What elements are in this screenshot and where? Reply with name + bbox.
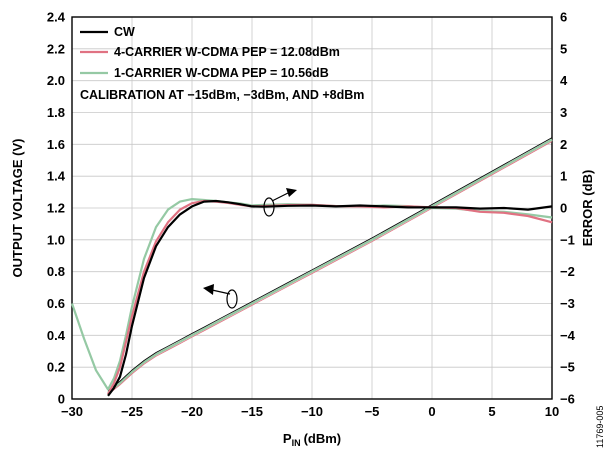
y2-tick-label: −5 [560,360,575,375]
y-tick-label: 1.4 [47,169,66,184]
series-line-1 [107,199,553,395]
y-tick-label: 2.4 [47,10,66,25]
x-tick-label: 0 [428,404,435,419]
plot-frame [71,16,553,400]
legend-label-4-carrier: 4-CARRIER W-CDMA PEP = 12.08dBm [114,45,340,59]
y2-tick-label: 0 [560,201,567,216]
right-axis-arrowhead-icon [286,188,297,197]
x-axis-label-main: P [283,431,292,446]
left-axis-arrowhead-icon [203,284,214,295]
x-tick-label: −30 [61,404,83,419]
y-tick-label: 0.6 [47,296,65,311]
x-tick-label: 5 [488,404,495,419]
legend: CW 4-CARRIER W-CDMA PEP = 12.08dBm 1-CAR… [80,25,364,102]
series-line-3-trace [107,141,553,395]
y-tick-label: 1.8 [47,105,65,120]
series-layer [70,137,553,397]
y2-tick-label: −2 [560,264,575,279]
left-axis-arrow-line [211,289,231,295]
axis-indicator-arrows [203,188,297,309]
y2-tick-label: 4 [560,73,568,88]
y2-tick-label: −6 [560,392,575,407]
x-axis-label: PIN (dBm) [283,431,341,448]
calibration-note: CALIBRATION AT −15dBm, −3dBm, AND +8dBm [80,88,364,102]
right-axis-indicator-icon [263,197,275,217]
y2-tick-label: 1 [560,169,567,184]
y-tick-label: 2.2 [47,41,65,56]
x-axis-label-subscript: IN [292,438,301,448]
series-line-3-trace [107,137,553,392]
y2-tick-label: 3 [560,105,567,120]
x-tick-label: −20 [181,404,203,419]
y2-tick-label: −4 [560,328,576,343]
series-line-0 [107,199,553,397]
y2-axis-label: ERROR (dB) [580,170,595,247]
y-tick-label: 1.6 [47,137,65,152]
legend-label-cw: CW [114,25,135,39]
y2-tick-label: 2 [560,137,567,152]
y-tick-label: 0.2 [47,360,65,375]
legend-label-1-carrier: 1-CARRIER W-CDMA PEP = 10.56dB [114,66,329,80]
y-tick-label: 1.2 [47,201,65,216]
x-tick-label: 10 [545,404,559,419]
x-tick-label: −5 [365,404,380,419]
y-tick-label: 0.4 [47,328,66,343]
right-axis-arrow-line [271,191,291,202]
y2-tick-label: −3 [560,296,575,311]
y-axis-label: OUTPUT VOLTAGE (V) [10,139,25,278]
y2-tick-label: 5 [560,41,567,56]
y2-tick-label: 6 [560,10,567,25]
x-tick-label: −15 [241,404,263,419]
y-tick-label: 0.8 [47,264,65,279]
figure-id: 11769-005 [595,406,605,448]
series-line-3 [107,138,553,394]
tick-labels: −30 −25 −20 −15 −10 −5 0 5 1000.20.40.60.81.01.2… [47,10,576,420]
y-tick-label: 2.0 [47,73,65,88]
x-axis-label-unit: (dBm) [304,431,342,446]
left-axis-indicator-icon [226,289,238,309]
y-tick-label: 1.0 [47,232,65,247]
x-tick-label: −10 [301,404,323,419]
y-tick-label: 0 [58,392,65,407]
x-tick-label: −25 [121,404,143,419]
y2-tick-label: −1 [560,232,575,247]
